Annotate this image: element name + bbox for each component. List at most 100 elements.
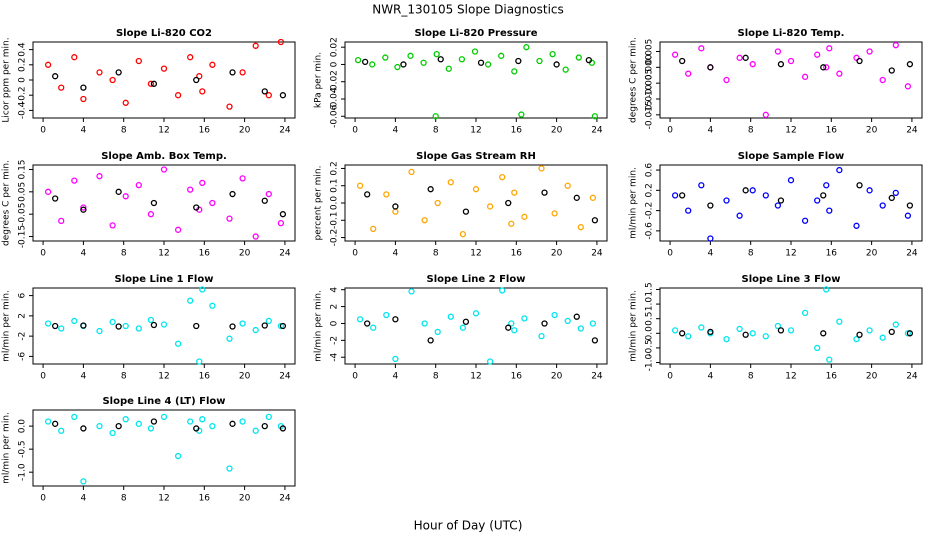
point bbox=[437, 56, 444, 63]
point bbox=[150, 418, 158, 425]
y-axis-label: Licor ppm per min. bbox=[2, 37, 12, 122]
point bbox=[279, 322, 287, 330]
point bbox=[856, 331, 863, 338]
point bbox=[508, 320, 515, 327]
point bbox=[370, 324, 377, 331]
point bbox=[906, 330, 914, 337]
point bbox=[521, 213, 528, 220]
plot-frame bbox=[32, 409, 296, 487]
point bbox=[591, 217, 599, 224]
y-axis-label: percent per min. bbox=[314, 166, 324, 241]
point bbox=[564, 317, 571, 325]
y-tick-label: -0.5 bbox=[645, 339, 655, 357]
y-tick-label: 0.0 bbox=[330, 196, 340, 211]
point bbox=[888, 328, 895, 335]
point bbox=[736, 212, 743, 219]
point bbox=[52, 73, 59, 80]
y-tick-label: 0 bbox=[18, 77, 28, 83]
y-tick-label: -1.0 bbox=[645, 353, 655, 371]
point bbox=[856, 182, 863, 189]
point bbox=[749, 330, 756, 337]
point bbox=[459, 324, 467, 331]
point bbox=[383, 191, 390, 198]
point bbox=[408, 288, 415, 295]
point bbox=[196, 358, 203, 365]
point bbox=[853, 222, 860, 229]
point bbox=[777, 197, 785, 204]
x-tick-label: 16 bbox=[199, 126, 211, 136]
point bbox=[801, 309, 809, 316]
point bbox=[471, 48, 479, 55]
point bbox=[52, 322, 59, 330]
x-tick-label: 4 bbox=[393, 126, 399, 136]
y-tick-label: -0.1 bbox=[330, 211, 340, 229]
point bbox=[109, 76, 116, 84]
x-tick-label: 24 bbox=[591, 372, 603, 382]
y-tick-label: -0.010 bbox=[645, 84, 655, 113]
point bbox=[71, 413, 78, 421]
point bbox=[408, 168, 415, 176]
plot-frame bbox=[344, 287, 608, 365]
point bbox=[820, 330, 827, 337]
point bbox=[486, 358, 494, 365]
point bbox=[261, 88, 268, 95]
x-tick-label: 24 bbox=[906, 126, 918, 136]
x-axis-label: Hour of Day (UTC) bbox=[414, 519, 523, 533]
y-tick-label: 1.5 bbox=[645, 282, 655, 296]
point bbox=[577, 325, 584, 332]
point bbox=[229, 190, 236, 198]
point bbox=[477, 59, 485, 66]
point bbox=[252, 427, 259, 434]
point bbox=[736, 54, 743, 61]
y-tick-label: 0 bbox=[330, 320, 340, 326]
point bbox=[44, 418, 52, 425]
point bbox=[52, 195, 59, 202]
point bbox=[511, 189, 518, 196]
x-tick-label: 20 bbox=[239, 372, 251, 382]
y-tick-label: -0.005 bbox=[645, 69, 655, 98]
point bbox=[407, 52, 414, 59]
y-tick-label: -1.0 bbox=[18, 463, 28, 481]
y-tick-label: -0.02 bbox=[330, 70, 340, 93]
point bbox=[671, 192, 679, 199]
point bbox=[820, 192, 827, 199]
point bbox=[742, 187, 749, 194]
point bbox=[723, 336, 730, 343]
point bbox=[58, 427, 65, 434]
point bbox=[801, 73, 809, 80]
point bbox=[541, 189, 548, 196]
x-tick-label: 12 bbox=[785, 372, 796, 382]
point bbox=[820, 64, 827, 71]
y-axis-label: ml/min per min. bbox=[2, 290, 12, 362]
point bbox=[853, 336, 860, 343]
point bbox=[239, 418, 246, 425]
point bbox=[150, 80, 158, 87]
point bbox=[836, 166, 843, 174]
point bbox=[505, 199, 512, 207]
point bbox=[906, 202, 914, 209]
point bbox=[279, 211, 287, 218]
y-axis-label: degrees C per min. bbox=[2, 160, 12, 246]
point bbox=[199, 88, 206, 95]
point bbox=[515, 57, 522, 65]
point bbox=[836, 318, 843, 325]
point bbox=[749, 61, 756, 68]
point bbox=[115, 69, 122, 76]
y-tick-label: -0.4 bbox=[18, 101, 28, 119]
x-tick-label: 4 bbox=[708, 126, 714, 136]
panel-title: Slope Li-820 CO2 bbox=[116, 28, 212, 39]
point bbox=[122, 193, 129, 200]
x-tick-label: 20 bbox=[239, 494, 251, 504]
point bbox=[160, 166, 168, 173]
point bbox=[229, 69, 236, 76]
point bbox=[679, 57, 686, 65]
point bbox=[400, 61, 407, 68]
point bbox=[814, 51, 821, 58]
x-tick-label: 8 bbox=[121, 372, 127, 382]
point bbox=[536, 57, 543, 65]
point bbox=[187, 186, 194, 193]
x-tick-label: 12 bbox=[158, 249, 169, 259]
point bbox=[147, 316, 155, 324]
point bbox=[679, 192, 686, 199]
